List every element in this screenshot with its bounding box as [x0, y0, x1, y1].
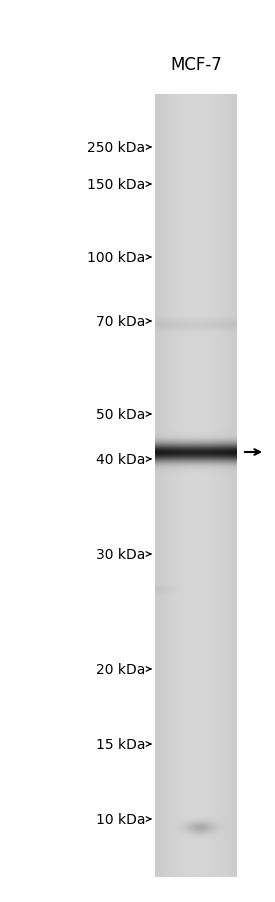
Text: 40 kDa: 40 kDa	[96, 453, 145, 466]
Text: 70 kDa: 70 kDa	[96, 315, 145, 328]
Text: 100 kDa: 100 kDa	[87, 251, 145, 264]
Text: 150 kDa: 150 kDa	[87, 178, 145, 192]
Text: 15 kDa: 15 kDa	[95, 737, 145, 751]
Text: 50 kDa: 50 kDa	[96, 408, 145, 421]
Text: 30 kDa: 30 kDa	[96, 548, 145, 561]
Text: 10 kDa: 10 kDa	[95, 812, 145, 826]
Text: 250 kDa: 250 kDa	[87, 141, 145, 155]
Text: 20 kDa: 20 kDa	[96, 662, 145, 676]
Text: MCF-7: MCF-7	[170, 56, 222, 74]
